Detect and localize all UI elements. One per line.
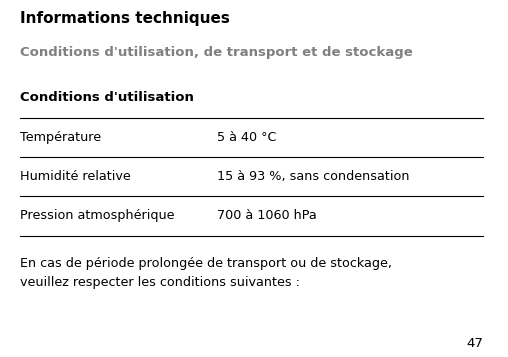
Text: Conditions d'utilisation, de transport et de stockage: Conditions d'utilisation, de transport e… [20,46,412,59]
Text: Informations techniques: Informations techniques [20,11,230,26]
Text: 47: 47 [466,337,483,350]
Text: Humidité relative: Humidité relative [20,170,131,183]
Text: En cas de période prolongée de transport ou de stockage,
veuillez respecter les : En cas de période prolongée de transport… [20,257,392,289]
Text: 5 à 40 °C: 5 à 40 °C [217,131,276,144]
Text: Température: Température [20,131,101,144]
Text: 15 à 93 %, sans condensation: 15 à 93 %, sans condensation [217,170,409,183]
Text: Conditions d'utilisation: Conditions d'utilisation [20,91,194,104]
Text: 700 à 1060 hPa: 700 à 1060 hPa [217,210,317,222]
Text: Pression atmosphérique: Pression atmosphérique [20,210,174,222]
